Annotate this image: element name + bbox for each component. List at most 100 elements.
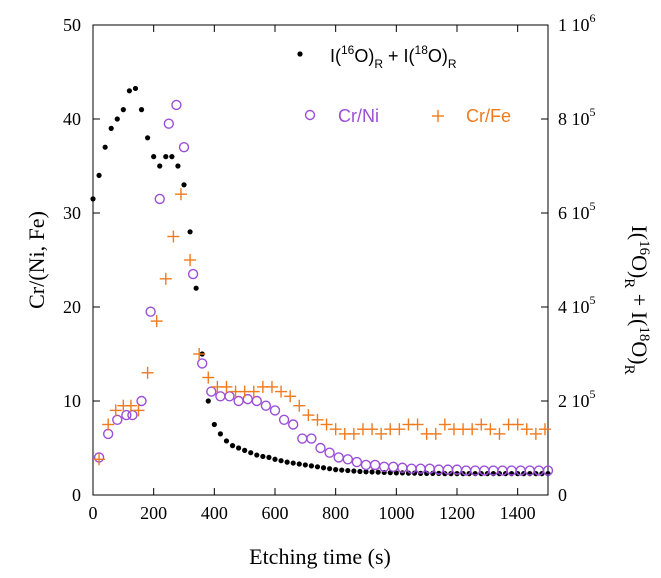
point-crni: [136, 395, 147, 407]
point-crni: [154, 193, 165, 205]
right-label-sub: R: [621, 365, 637, 375]
plot-frame: [92, 24, 549, 496]
point-crni: [388, 461, 399, 472]
point-oxygen: [411, 470, 418, 476]
point-crfe: [132, 404, 145, 417]
x-tick-label: 400: [201, 503, 228, 523]
point-crni: [442, 464, 454, 475]
legend-label-crfe: Cr/Fe: [466, 106, 511, 126]
point-oxygen: [163, 154, 169, 160]
y-left-tick-label: 30: [63, 203, 81, 223]
point-crni: [102, 428, 114, 440]
point-oxygen: [229, 443, 236, 449]
point-crfe: [375, 427, 388, 440]
point-oxygen: [187, 229, 193, 235]
point-crni: [171, 99, 182, 111]
point-crni: [315, 442, 326, 454]
point-oxygen: [405, 470, 412, 476]
point-oxygen: [260, 453, 266, 460]
point-crni: [121, 409, 132, 421]
point-crfe: [159, 272, 172, 285]
point-oxygen: [236, 445, 242, 451]
point-crni: [542, 465, 554, 476]
right-label-part: + I(: [627, 288, 652, 326]
point-oxygen: [290, 460, 296, 466]
series-dot: [90, 85, 551, 477]
point-crni: [460, 465, 472, 476]
point-oxygen: [138, 107, 145, 113]
point-oxygen: [278, 458, 284, 464]
x-tick-label: 0: [89, 503, 98, 523]
x-tick-label: 200: [140, 503, 167, 523]
point-oxygen: [266, 454, 272, 460]
axis-tick-labels: 0 200 400 600 800 1000 1200 1400 0 10 20 30 40 50 0 2 1…: [63, 11, 596, 523]
axis-ticks: [92, 24, 548, 496]
x-tick-label: 1400: [500, 503, 536, 523]
point-crni: [145, 306, 156, 317]
point-crni: [288, 419, 299, 430]
point-crni: [369, 459, 381, 471]
y-right-tick-label: 1 106: [558, 11, 596, 35]
legend: I(16O)R + I(18O)R Cr/Ni Cr/Fe: [297, 43, 511, 126]
x-tick-label: 600: [262, 503, 289, 523]
point-crni: [324, 447, 335, 458]
point-oxygen: [254, 452, 260, 458]
point-oxygen: [363, 469, 369, 475]
point-crfe: [484, 423, 497, 436]
point-oxygen: [96, 172, 102, 178]
point-crni: [351, 456, 363, 468]
point-crfe: [393, 423, 406, 436]
point-oxygen: [327, 466, 333, 472]
point-crfe: [538, 423, 551, 436]
point-oxygen: [369, 469, 375, 475]
point-oxygen: [211, 421, 217, 428]
point-crni: [112, 414, 123, 425]
point-crni: [224, 391, 235, 402]
point-oxygen: [205, 398, 211, 404]
point-oxygen: [157, 163, 163, 169]
point-crfe: [429, 427, 442, 440]
point-oxygen: [248, 450, 254, 456]
y-right-tick-label: 8 105: [558, 105, 596, 129]
point-oxygen: [339, 467, 345, 473]
data-marks: [90, 85, 554, 477]
point-oxygen: [151, 154, 157, 160]
point-crfe: [293, 399, 306, 412]
point-crni: [206, 386, 217, 397]
y-left-tick-label: 50: [63, 15, 81, 35]
point-oxygen: [217, 431, 223, 437]
y-right-tick-label: 4 105: [558, 293, 596, 317]
point-crni: [406, 463, 417, 474]
point-crfe: [511, 418, 524, 431]
point-crni: [533, 465, 545, 476]
point-oxygen: [114, 116, 120, 122]
point-crni: [342, 454, 353, 465]
point-crni: [269, 405, 281, 416]
point-oxygen: [169, 154, 175, 160]
legend-marker-crfe: [432, 110, 444, 122]
point-crfe: [529, 427, 542, 440]
point-oxygen: [357, 468, 363, 475]
right-label-part: O): [627, 341, 652, 364]
point-crni: [215, 391, 226, 402]
legend-label-o: I(16O)R + I(18O)R: [330, 43, 457, 71]
y-right-tick-label: 2 105: [558, 387, 596, 411]
point-oxygen: [436, 470, 442, 476]
point-crfe: [320, 418, 333, 431]
point-crfe: [275, 385, 288, 398]
point-crfe: [466, 423, 479, 436]
point-oxygen: [296, 461, 302, 467]
point-oxygen: [223, 438, 230, 444]
point-crni: [187, 268, 199, 280]
point-oxygen: [314, 464, 321, 470]
point-oxygen: [302, 462, 308, 468]
point-oxygen: [345, 467, 351, 474]
point-crfe: [109, 404, 122, 417]
point-crfe: [475, 418, 488, 431]
point-crni: [127, 409, 138, 421]
y-left-tick-label: 20: [63, 297, 81, 317]
y-right-tick-label: 0: [558, 485, 567, 505]
series-plus: [93, 188, 551, 466]
legend-marker-crni: [304, 109, 316, 121]
